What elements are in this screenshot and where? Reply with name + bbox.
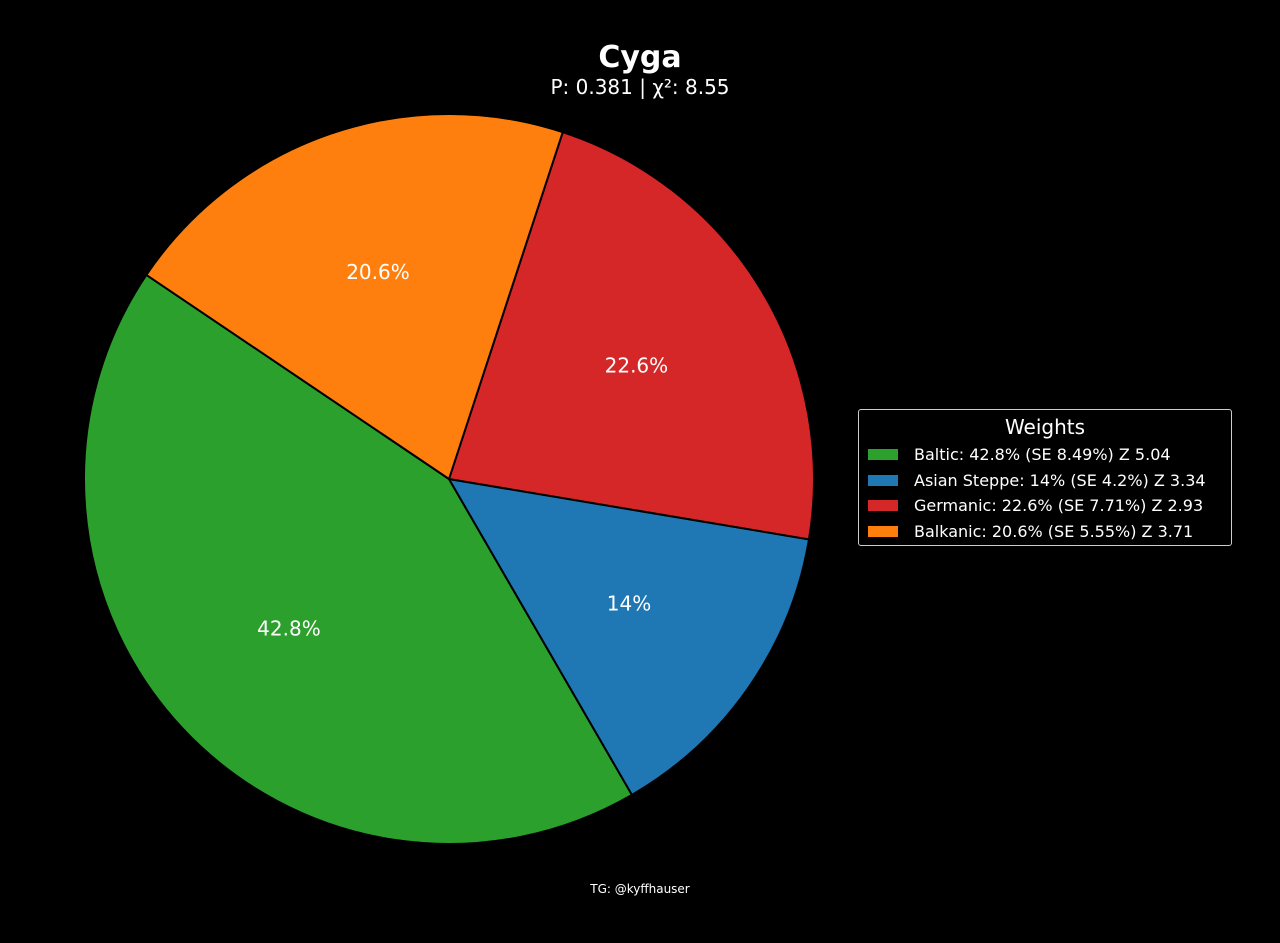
chart-subtitle: P: 0.381 | χ²: 8.55 bbox=[550, 75, 730, 99]
legend-swatch-germanic bbox=[868, 500, 898, 512]
legend: Weights Baltic: 42.8% (SE 8.49%) Z 5.04 … bbox=[858, 409, 1232, 546]
legend-item-baltic: Baltic: 42.8% (SE 8.49%) Z 5.04 bbox=[859, 442, 1231, 468]
legend-swatch-asian-steppe bbox=[868, 474, 898, 486]
legend-swatch-baltic bbox=[868, 449, 898, 461]
footer-credit: TG: @kyffhauser bbox=[590, 882, 690, 896]
legend-item-balkanic: Balkanic: 20.6% (SE 5.55%) Z 3.71 bbox=[859, 519, 1231, 545]
slice-label-asian-steppe: 14% bbox=[607, 592, 651, 616]
pie-slice-baltic bbox=[83, 273, 633, 845]
slice-label-balkanic: 20.6% bbox=[346, 260, 410, 284]
slice-label-germanic: 22.6% bbox=[605, 354, 669, 378]
pie-slice-germanic bbox=[448, 131, 815, 541]
legend-label-germanic: Germanic: 22.6% (SE 7.71%) Z 2.93 bbox=[914, 496, 1204, 516]
pie-slice-asian-steppe bbox=[448, 478, 810, 796]
legend-item-germanic: Germanic: 22.6% (SE 7.71%) Z 2.93 bbox=[859, 493, 1231, 519]
legend-label-asian-steppe: Asian Steppe: 14% (SE 4.2%) Z 3.34 bbox=[914, 470, 1206, 490]
legend-title: Weights bbox=[1004, 415, 1086, 439]
pie-slice-balkanic bbox=[145, 113, 564, 480]
legend-label-baltic: Baltic: 42.8% (SE 8.49%) Z 5.04 bbox=[914, 445, 1171, 465]
legend-item-asian-steppe: Asian Steppe: 14% (SE 4.2%) Z 3.34 bbox=[859, 468, 1231, 494]
legend-label-balkanic: Balkanic: 20.6% (SE 5.55%) Z 3.71 bbox=[914, 521, 1194, 541]
chart-title: Cyga bbox=[598, 40, 682, 75]
pie-slice-labels: 42.8% 14% 22.6% 20.6% bbox=[257, 260, 668, 641]
legend-swatch-balkanic bbox=[868, 525, 898, 537]
slice-label-baltic: 42.8% bbox=[257, 616, 321, 640]
pie-slices bbox=[83, 113, 815, 845]
